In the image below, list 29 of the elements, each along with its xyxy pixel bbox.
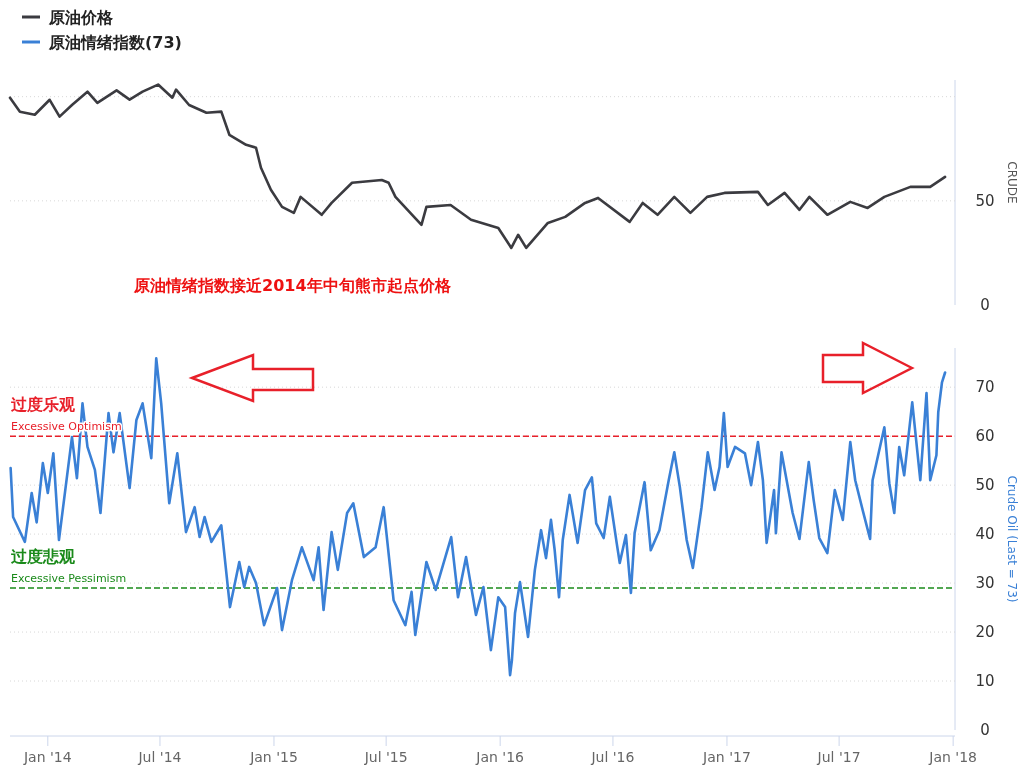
- y-axis-title: Crude Oil (Last = 73): [1005, 475, 1019, 603]
- x-tick-label: Jul '15: [363, 749, 408, 765]
- legend-label: 原油情绪指数(73): [48, 33, 182, 52]
- annotation: 过度乐观: [10, 395, 76, 415]
- y-tick-label: 0: [980, 721, 990, 739]
- y-tick-label: 50: [975, 476, 995, 495]
- line-series: [9, 356, 947, 677]
- x-tick-label: Jan '15: [249, 749, 298, 765]
- x-tick-label: Jul '17: [816, 749, 861, 765]
- y-tick-label: 70: [975, 378, 995, 397]
- x-tick-label: Jan '14: [22, 749, 72, 765]
- annotation: 原油情绪指数接近2014年中旬熊市起点价格: [133, 276, 452, 295]
- y-tick-label: 40: [975, 525, 995, 544]
- y-tick-label: 20: [975, 623, 995, 642]
- line-series: [8, 83, 947, 250]
- y-tick-label: 60: [975, 427, 995, 446]
- y-tick-label: 0: [980, 296, 990, 314]
- x-tick-label: Jul '14: [137, 749, 182, 765]
- annotation: 过度悲观: [10, 546, 76, 566]
- x-tick-label: Jan '16: [475, 749, 525, 765]
- x-tick-label: Jul '16: [590, 749, 635, 765]
- ref-line-label: Excessive Pessimism: [11, 571, 127, 585]
- y-tick-label: 10: [975, 672, 995, 691]
- y-tick-label: 50: [975, 191, 995, 210]
- x-tick-label: Jan '18: [928, 749, 977, 765]
- y-axis-title: CRUDE: [1005, 161, 1019, 204]
- legend-label: 原油价格: [48, 8, 114, 27]
- y-tick-label: 30: [975, 574, 995, 593]
- x-tick-label: Jan '17: [702, 749, 751, 765]
